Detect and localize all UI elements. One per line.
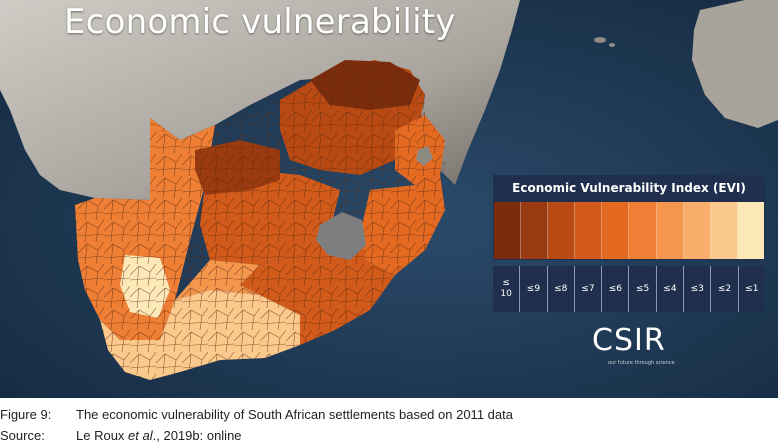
legend-label: ≤3 xyxy=(684,266,712,312)
source-author: Le Roux xyxy=(76,428,129,443)
caption-source-text: Le Roux et al., 2019b: online xyxy=(76,428,242,443)
legend-label: ≤5 xyxy=(629,266,657,312)
legend-label: ≤8 xyxy=(548,266,575,312)
legend-label: ≤9 xyxy=(520,266,548,312)
eswatini xyxy=(416,146,433,166)
legend-swatch xyxy=(737,202,764,259)
legend-label: ≤6 xyxy=(602,266,630,312)
csir-logo-tagline: our future through science xyxy=(608,360,675,366)
caption-figure-text: The economic vulnerability of South Afri… xyxy=(76,407,513,422)
source-year: ., 2019b: online xyxy=(152,428,242,443)
caption-source-row: Source: Le Roux et al., 2019b: online xyxy=(0,428,782,447)
legend-label: ≤2 xyxy=(711,266,739,312)
csir-logo: CSIR our future through science xyxy=(592,323,675,372)
madagascar xyxy=(692,0,778,128)
legend-swatch xyxy=(548,202,576,259)
islet xyxy=(609,43,615,47)
csir-logo-mark: CSIR xyxy=(592,323,666,358)
lesotho xyxy=(316,212,366,260)
map-title: Economic vulnerability xyxy=(64,2,456,42)
caption-figure-label: Figure 9: xyxy=(0,407,52,422)
legend-label: ≤4 xyxy=(657,266,685,312)
legend-label: ≤ 10 xyxy=(493,266,521,312)
legend-label: ≤7 xyxy=(575,266,603,312)
legend-swatch xyxy=(494,202,522,259)
satellite-map xyxy=(0,0,778,398)
legend-title: Economic Vulnerability Index (EVI) xyxy=(493,175,765,201)
legend-swatch xyxy=(710,202,738,259)
source-etal: et al xyxy=(128,428,153,443)
south-africa-choropleth xyxy=(75,60,445,380)
legend-label-row: ≤ 10 ≤9 ≤8 ≤7 ≤6 ≤5 ≤4 ≤3 ≤2 ≤1 xyxy=(493,266,765,312)
legend-swatch xyxy=(521,202,549,259)
evi-legend: Economic Vulnerability Index (EVI) ≤ 10 ≤… xyxy=(493,175,765,312)
map-image: Economic vulnerability Economic Vulnerab… xyxy=(0,0,778,398)
legend-swatch xyxy=(575,202,603,259)
legend-swatch xyxy=(629,202,657,259)
legend-swatch-row xyxy=(493,201,765,260)
legend-swatch xyxy=(656,202,684,259)
legend-swatch xyxy=(683,202,711,259)
legend-swatch xyxy=(602,202,630,259)
africa-landmass xyxy=(0,0,520,200)
caption-figure-row: Figure 9: The economic vulnerability of … xyxy=(0,407,782,428)
caption-source-label: Source: xyxy=(0,428,45,443)
legend-label: ≤1 xyxy=(745,283,759,294)
figure-caption: Figure 9: The economic vulnerability of … xyxy=(0,407,782,447)
islet xyxy=(594,37,606,43)
